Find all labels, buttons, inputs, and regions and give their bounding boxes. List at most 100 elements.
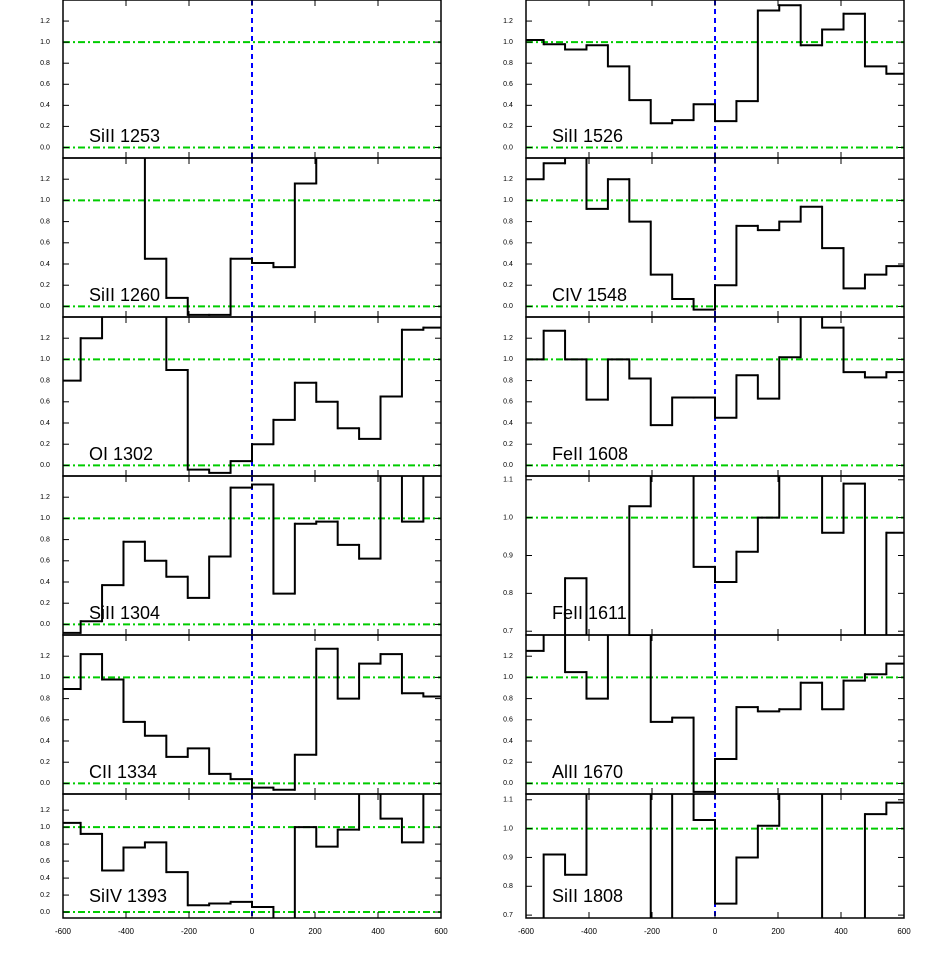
x-tick-label: -600 <box>55 927 72 936</box>
y-tick-label: 0.2 <box>503 123 513 130</box>
y-tick-label: 1.2 <box>503 176 513 183</box>
plot-area <box>526 635 904 794</box>
y-tick-label: 1.1 <box>503 797 513 804</box>
y-tick-label: 0.4 <box>40 738 50 745</box>
y-tick-label: 0.6 <box>40 81 50 88</box>
y-tick-label: 0.0 <box>40 621 50 628</box>
y-tick-label: 0.8 <box>40 218 50 225</box>
y-tick-label: 0.6 <box>503 399 513 406</box>
y-tick-label: 0.8 <box>503 695 513 702</box>
panel-label: FeII 1608 <box>552 444 628 464</box>
y-tick-label: 0.0 <box>40 303 50 310</box>
y-tick-label: 0.7 <box>503 628 513 635</box>
y-tick-label: 0.0 <box>40 144 50 151</box>
y-tick-label: 1.0 <box>40 356 50 363</box>
y-tick-label: 0.2 <box>40 282 50 289</box>
y-tick-label: 0.8 <box>40 841 50 848</box>
panel-label: SiII 1253 <box>89 126 160 146</box>
y-tick-label: 0.2 <box>503 759 513 766</box>
y-tick-label: 0.2 <box>40 123 50 130</box>
y-tick-label: 0.4 <box>503 102 513 109</box>
y-tick-label: 0.6 <box>40 240 50 247</box>
y-tick-label: 1.0 <box>503 825 513 832</box>
y-tick-label: 1.2 <box>40 335 50 342</box>
y-tick-label: 1.0 <box>503 197 513 204</box>
y-tick-label: 1.0 <box>503 356 513 363</box>
y-tick-label: 0.4 <box>503 420 513 427</box>
plot-area <box>63 158 441 317</box>
y-tick-label: 1.2 <box>40 653 50 660</box>
y-tick-label: 0.9 <box>503 552 513 559</box>
y-tick-label: 1.0 <box>40 824 50 831</box>
y-tick-label: 0.0 <box>503 462 513 469</box>
y-tick-label: 1.2 <box>40 807 50 814</box>
plot-area <box>63 0 441 158</box>
y-tick-label: 0.6 <box>40 858 50 865</box>
y-tick-label: 0.0 <box>40 909 50 916</box>
y-tick-label: 0.8 <box>40 695 50 702</box>
y-tick-label: 0.4 <box>503 261 513 268</box>
y-tick-label: 0.8 <box>503 60 513 67</box>
y-tick-label: 0.2 <box>40 892 50 899</box>
panel-label: OI 1302 <box>89 444 153 464</box>
x-tick-label: -200 <box>644 927 661 936</box>
panel-label: SiII 1808 <box>552 886 623 906</box>
y-tick-label: 0.4 <box>40 261 50 268</box>
panel-label: SiII 1526 <box>552 126 623 146</box>
y-tick-label: 0.0 <box>40 780 50 787</box>
x-tick-label: 0 <box>250 927 255 936</box>
y-tick-label: 1.2 <box>40 18 50 25</box>
y-tick-label: 0.8 <box>503 883 513 890</box>
x-tick-label: 400 <box>834 927 848 936</box>
y-tick-label: 0.8 <box>503 218 513 225</box>
x-tick-label: 200 <box>771 927 785 936</box>
plot-area <box>63 635 441 794</box>
y-tick-label: 1.0 <box>40 197 50 204</box>
y-tick-label: 1.1 <box>503 477 513 484</box>
panel-label: CIV 1548 <box>552 285 627 305</box>
y-tick-label: 1.2 <box>503 335 513 342</box>
y-tick-label: 1.2 <box>40 494 50 501</box>
y-tick-label: 0.7 <box>503 912 513 919</box>
x-tick-label: 600 <box>897 927 911 936</box>
y-tick-label: 0.2 <box>40 759 50 766</box>
plot-area <box>63 476 441 635</box>
y-tick-label: 1.0 <box>503 514 513 521</box>
panel-label: AlII 1670 <box>552 762 623 782</box>
y-tick-label: 0.0 <box>40 462 50 469</box>
panel-label: CII 1334 <box>89 762 157 782</box>
plot-area <box>526 0 904 158</box>
panel-label: FeII 1611 <box>552 603 627 623</box>
x-tick-label: 0 <box>713 927 718 936</box>
x-tick-label: -600 <box>518 927 535 936</box>
y-tick-label: 0.6 <box>503 240 513 247</box>
y-tick-label: 0.4 <box>40 875 50 882</box>
x-tick-label: 200 <box>308 927 322 936</box>
y-tick-label: 1.2 <box>503 18 513 25</box>
y-tick-label: 1.0 <box>503 674 513 681</box>
x-tick-label: 600 <box>434 927 448 936</box>
panel-label: SiII 1260 <box>89 285 160 305</box>
y-tick-label: 0.8 <box>503 377 513 384</box>
y-tick-label: 0.6 <box>40 399 50 406</box>
y-tick-label: 0.2 <box>503 282 513 289</box>
x-tick-label: -400 <box>118 927 135 936</box>
y-tick-label: 1.0 <box>40 39 50 46</box>
y-tick-label: 0.4 <box>40 579 50 586</box>
y-tick-label: 0.0 <box>503 303 513 310</box>
plot-area <box>526 476 904 635</box>
y-tick-label: 0.8 <box>40 536 50 543</box>
plot-area <box>526 794 904 918</box>
y-tick-label: 0.9 <box>503 854 513 861</box>
y-tick-label: 0.0 <box>503 144 513 151</box>
y-tick-label: 0.2 <box>503 441 513 448</box>
plot-area <box>63 317 441 476</box>
y-tick-label: 1.0 <box>40 515 50 522</box>
y-tick-label: 0.4 <box>40 420 50 427</box>
y-tick-label: 0.4 <box>503 738 513 745</box>
y-tick-label: 1.2 <box>40 176 50 183</box>
panel-label: SiIV 1393 <box>89 886 167 906</box>
y-tick-label: 1.0 <box>40 674 50 681</box>
y-tick-label: 0.8 <box>503 590 513 597</box>
